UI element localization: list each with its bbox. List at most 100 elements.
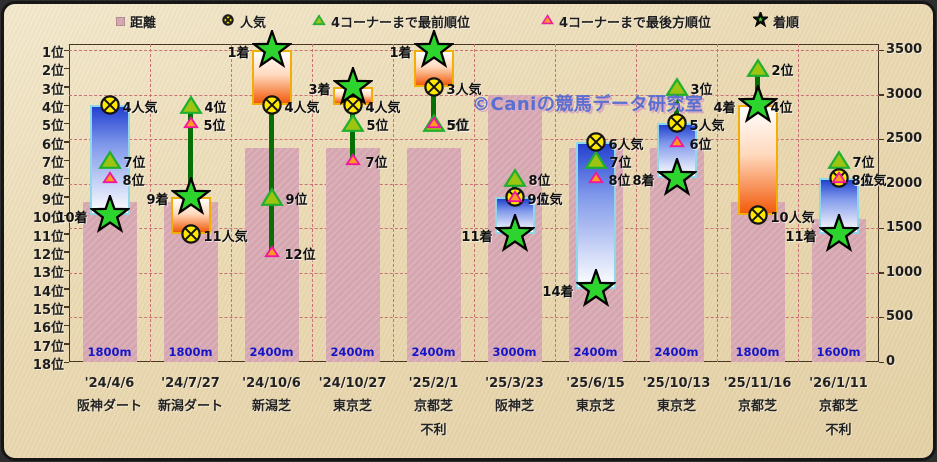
finish-star-marker [88, 192, 131, 235]
result-gradient-bar [251, 50, 292, 106]
left-axis-tick [64, 306, 69, 308]
x-label-date: '25/10/13 [642, 376, 711, 391]
popularity-label: 3人気 [446, 82, 482, 98]
left-axis-tick [64, 159, 69, 162]
vertical-gridline [636, 44, 637, 362]
left-axis-tick [64, 177, 69, 180]
front-position-icon [312, 13, 326, 30]
right-axis-tick-label: 500 [886, 309, 914, 325]
front-position-marker [745, 58, 770, 78]
rear-position-label: 6位 [689, 137, 712, 153]
legend-item-distance: 距離 [116, 12, 156, 31]
result-gradient-bar [737, 105, 778, 216]
front-position-marker [178, 95, 203, 115]
rear-position-marker [263, 245, 280, 258]
front-position-label: 5位 [447, 119, 470, 135]
right-axis-tick-label: 1000 [886, 264, 923, 280]
rear-position-marker [344, 153, 361, 166]
popularity-marker [342, 94, 364, 116]
front-position-marker [826, 150, 851, 170]
finish-star-marker [169, 174, 212, 217]
front-position-label: 5位 [366, 119, 389, 135]
finish-label: 11着 [461, 229, 493, 245]
x-label-course: 東京芝 [332, 399, 372, 414]
rear-position-marker [506, 189, 523, 203]
front-position-label: 8位 [528, 174, 551, 190]
finish-label: 3着 [308, 82, 331, 98]
right-axis-tick [879, 227, 884, 230]
left-axis-tick [64, 324, 69, 327]
left-axis-tick-label: 8位 [41, 174, 64, 190]
x-label-note: 不利 [420, 423, 447, 438]
rear-position-label: 7位 [365, 156, 388, 172]
distance-label: 2400m [330, 345, 375, 359]
rear-position-marker [587, 171, 604, 184]
popularity-label: 4人気 [284, 101, 320, 117]
left-axis-tick-label: 3位 [41, 82, 64, 98]
legend-item-finish: 着順 [751, 9, 799, 31]
finish-label: 1着 [227, 46, 250, 61]
left-axis-tick-label: 2位 [41, 64, 64, 80]
vertical-gridline [798, 44, 799, 362]
x-label-course: 阪神芝 [494, 399, 534, 414]
rear-position-marker [182, 116, 199, 129]
right-axis-tick [879, 138, 884, 141]
finish-label: 4着 [713, 101, 736, 117]
finish-label: 1着 [389, 46, 412, 61]
right-axis-tick-label: 2500 [886, 131, 923, 147]
front-position-marker [502, 168, 527, 188]
x-label-course: 新潟芝 [251, 399, 291, 414]
popularity-label: 6人気 [608, 137, 644, 153]
left-axis-tick-label: 9位 [41, 192, 64, 208]
x-label-date: '25/6/15 [566, 376, 625, 391]
finish-star-marker [817, 211, 860, 254]
left-axis-tick-label: 4位 [41, 101, 64, 117]
left-axis-tick-label: 15位 [32, 302, 64, 318]
x-label-date: '25/2/1 [408, 376, 459, 391]
left-axis-tick-label: 1位 [41, 46, 64, 61]
finish-label: 14着 [542, 284, 574, 300]
legend-label: 人気 [240, 16, 267, 31]
horizontal-gridline [69, 94, 879, 96]
distance-label: 1800m [87, 345, 132, 359]
high-low-line [188, 105, 193, 234]
legend-label: 4コーナーまで最後方順位 [559, 16, 712, 31]
finish-star-marker [412, 27, 455, 70]
finish-star-icon [751, 9, 770, 31]
right-axis-tick [879, 49, 884, 51]
x-label-course: 京都芝 [737, 399, 777, 414]
x-label-date: '24/10/6 [242, 376, 301, 391]
vertical-gridline [231, 44, 232, 362]
left-axis-tick-label: 18位 [32, 358, 64, 373]
right-axis-tick [879, 361, 884, 363]
rear-position-label: 9位 [527, 192, 550, 208]
vertical-gridline [717, 44, 718, 362]
left-axis-tick-label: 13位 [32, 266, 64, 282]
popularity-label: 8人気 [851, 174, 887, 190]
distance-bar [82, 201, 137, 362]
finish-star-marker [493, 211, 536, 254]
left-axis-tick [64, 288, 69, 290]
left-axis-tick-label: 12位 [32, 247, 64, 263]
distance-label: 2400m [573, 345, 618, 359]
distance-bar [325, 148, 380, 362]
left-axis-tick [64, 196, 69, 198]
distance-swatch-icon [116, 17, 125, 26]
distance-label: 2400m [654, 345, 699, 359]
popularity-marker [423, 76, 445, 98]
front-position-label: 7位 [123, 156, 146, 172]
finish-star-marker [574, 266, 617, 309]
legend-item-rear-position: 4コーナーまで最後方順位 [541, 12, 711, 31]
rear-position-label: 8位 [122, 174, 145, 190]
horizontal-gridline [69, 317, 879, 319]
left-axis-tick [64, 233, 69, 235]
finish-star-marker [736, 82, 779, 125]
popularity-label: 10人気 [770, 211, 815, 227]
rear-position-marker [668, 134, 685, 148]
legend-item-popularity: 人気 [221, 12, 266, 31]
x-label-course: 京都芝 [818, 399, 858, 414]
watermark: ©Caniの競馬データ研究室 [472, 94, 704, 115]
left-axis-tick [64, 214, 69, 217]
horizontal-gridline [69, 139, 879, 141]
vertical-gridline [474, 44, 475, 362]
